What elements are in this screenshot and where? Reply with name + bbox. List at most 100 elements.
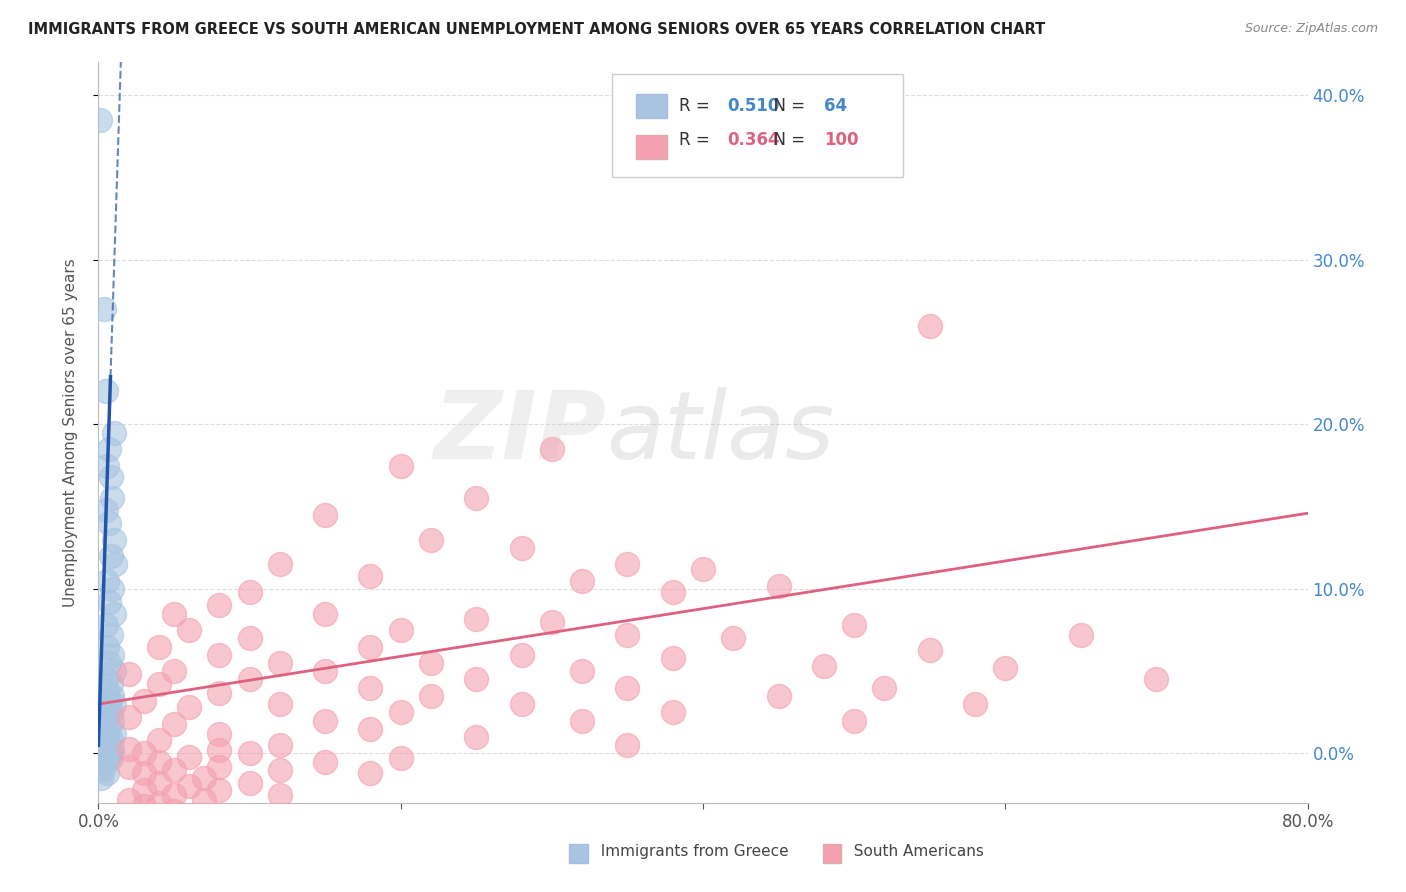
Point <box>94 737 117 751</box>
Point <box>148 796 170 810</box>
Point <box>93 723 115 738</box>
Point <box>768 579 790 593</box>
Point <box>873 681 896 695</box>
Point <box>420 656 443 670</box>
Point <box>360 640 382 654</box>
Point <box>96 749 118 764</box>
Point <box>360 568 382 582</box>
Point <box>148 733 170 747</box>
Point <box>148 677 170 691</box>
Point <box>208 727 231 741</box>
Point <box>389 751 412 765</box>
Point <box>163 607 186 621</box>
Point <box>239 673 262 687</box>
Point <box>101 491 124 506</box>
Point <box>94 503 117 517</box>
Point <box>918 318 941 333</box>
Point <box>965 697 987 711</box>
Point <box>208 743 231 757</box>
Point <box>208 685 231 699</box>
Point <box>103 727 125 741</box>
Point <box>132 747 155 761</box>
Point <box>91 716 114 731</box>
Point <box>93 748 115 763</box>
Point <box>1144 673 1167 687</box>
Point <box>540 442 562 456</box>
Point <box>98 738 121 752</box>
Point <box>101 714 124 728</box>
Point <box>118 710 141 724</box>
Point <box>96 766 118 780</box>
Point <box>918 642 941 657</box>
Point <box>96 731 118 746</box>
Point <box>118 667 141 681</box>
Point <box>163 804 186 818</box>
Point <box>132 766 155 780</box>
Point <box>103 533 125 547</box>
Point <box>118 812 141 826</box>
Point <box>100 470 122 484</box>
Point <box>98 694 121 708</box>
Text: Immigrants from Greece: Immigrants from Greece <box>591 845 789 859</box>
Point <box>813 659 835 673</box>
Point <box>103 607 125 621</box>
Point <box>616 738 638 752</box>
Point <box>132 782 155 797</box>
Text: ZIP: ZIP <box>433 386 606 479</box>
Point <box>96 574 118 588</box>
Point <box>616 628 638 642</box>
Point <box>96 458 118 473</box>
Point <box>90 755 112 769</box>
Point <box>118 741 141 756</box>
Point <box>465 673 488 687</box>
Point <box>94 384 117 399</box>
Text: R =: R = <box>679 131 714 149</box>
Point <box>208 599 231 613</box>
Point <box>132 799 155 814</box>
Point <box>193 792 215 806</box>
Point <box>208 759 231 773</box>
Point <box>132 694 155 708</box>
Point <box>389 706 412 720</box>
Point <box>571 664 593 678</box>
Text: atlas: atlas <box>606 387 835 478</box>
Point <box>104 558 127 572</box>
Point <box>389 623 412 637</box>
Point <box>208 782 231 797</box>
Point <box>100 733 122 747</box>
Point <box>239 632 262 646</box>
Point <box>844 714 866 728</box>
Point <box>510 648 533 662</box>
Point <box>93 741 115 756</box>
Point <box>90 771 112 785</box>
Point <box>692 562 714 576</box>
Point <box>163 664 186 678</box>
Point <box>94 755 117 769</box>
Point <box>100 706 122 720</box>
Point <box>179 700 201 714</box>
Point <box>420 533 443 547</box>
Point <box>94 700 117 714</box>
Point <box>100 549 122 563</box>
FancyBboxPatch shape <box>613 73 903 178</box>
Point <box>360 681 382 695</box>
Point <box>96 684 118 698</box>
Point <box>269 697 291 711</box>
Point <box>465 611 488 625</box>
Point <box>768 689 790 703</box>
Point <box>314 755 336 769</box>
Point <box>269 558 291 572</box>
Point <box>94 747 117 761</box>
Point <box>465 730 488 744</box>
Point <box>91 735 114 749</box>
Point <box>179 780 201 794</box>
Point <box>540 615 562 629</box>
Point <box>94 673 117 687</box>
Bar <box>637 95 666 118</box>
Point <box>98 748 121 763</box>
Point <box>103 425 125 440</box>
Point <box>98 442 121 456</box>
Point <box>101 648 124 662</box>
Bar <box>637 135 666 159</box>
Point <box>269 763 291 777</box>
